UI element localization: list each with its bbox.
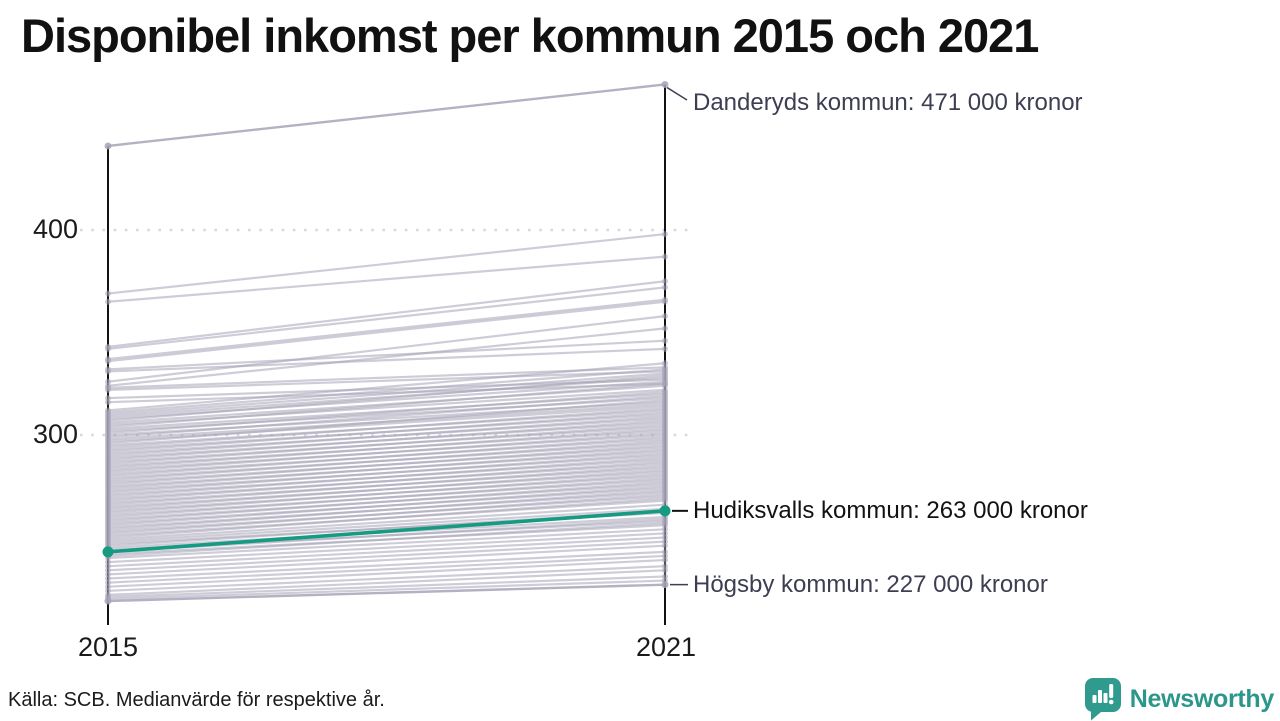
source-note: Källa: SCB. Medianvärde för respektive å… xyxy=(8,689,385,711)
x-axis-label-2015: 2015 xyxy=(77,632,139,662)
newsworthy-logo[interactable]: Newsworthy xyxy=(1084,677,1274,721)
x-axis-label-2021: 2021 xyxy=(635,632,697,662)
newsworthy-logo-text: Newsworthy xyxy=(1129,684,1275,713)
chart-title: Disponibel inkomst per kommun 2015 och 2… xyxy=(21,9,1039,62)
annotation-danderyd: Danderyds kommun: 471 000 kronor xyxy=(693,89,1083,116)
annotation-hudiksvall: Hudiksvalls kommun: 263 000 kronor xyxy=(693,497,1088,524)
newsworthy-logo-icon xyxy=(1084,678,1121,721)
y-axis-tick-400: 400 xyxy=(32,214,78,244)
y-axis-tick-300: 300 xyxy=(32,419,78,449)
annotation-hogsby: Högsby kommun: 227 000 kronor xyxy=(693,571,1048,598)
